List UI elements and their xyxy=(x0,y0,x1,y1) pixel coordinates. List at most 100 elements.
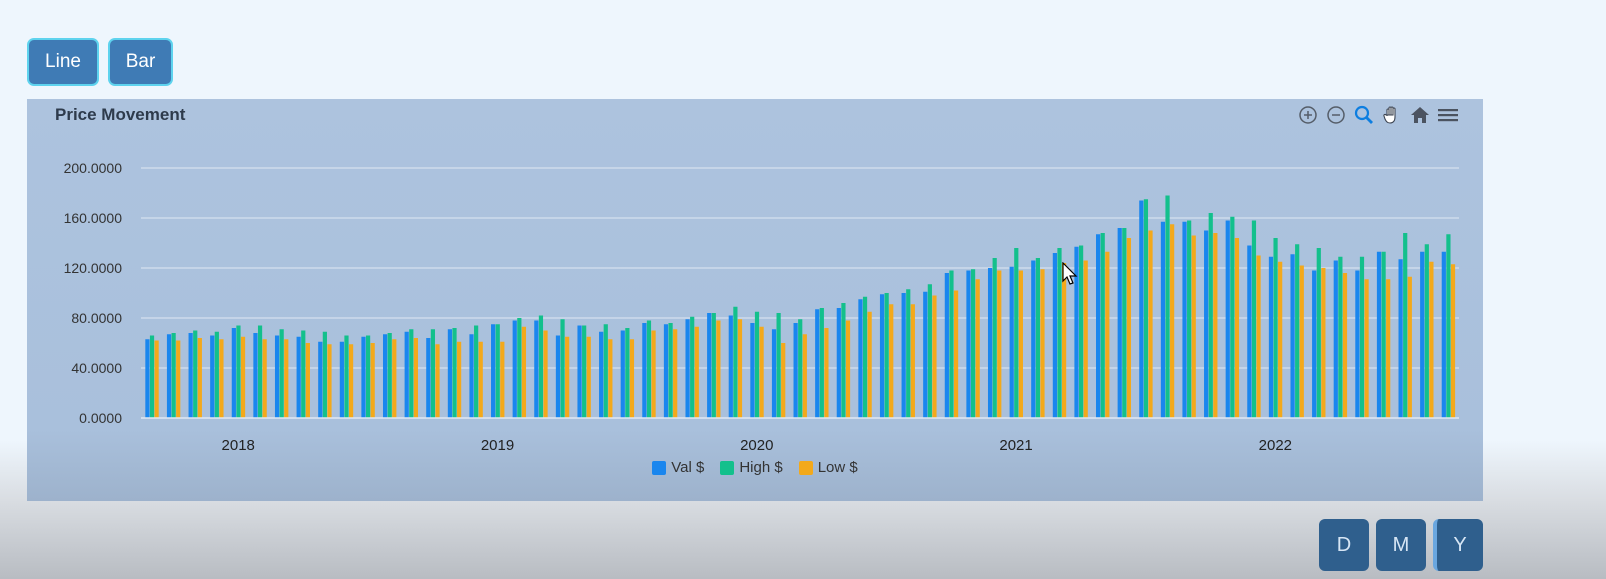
bar-val xyxy=(1333,260,1338,418)
bar-high xyxy=(560,319,565,418)
bar-low xyxy=(1429,261,1434,418)
period-day-button[interactable]: D xyxy=(1319,519,1369,571)
bar-high xyxy=(862,296,868,418)
bar-low xyxy=(1213,233,1218,418)
bar-high xyxy=(1359,256,1365,418)
bar-high xyxy=(257,325,263,418)
bar-val xyxy=(1247,245,1252,418)
bar-high xyxy=(927,284,932,418)
bar-low xyxy=(327,344,332,418)
bar-high xyxy=(1122,228,1127,418)
bar-val xyxy=(404,331,409,418)
bar-low xyxy=(1278,261,1283,418)
bar-val xyxy=(274,335,280,418)
bar-val xyxy=(382,334,388,418)
bar-val xyxy=(858,299,863,418)
pan-hand-icon[interactable] xyxy=(1381,104,1403,126)
zoom-out-icon[interactable] xyxy=(1325,104,1347,126)
bar-high xyxy=(1338,256,1343,418)
bar-high xyxy=(841,303,846,418)
bar-low xyxy=(651,330,656,418)
bar-high xyxy=(171,333,176,418)
bar-high xyxy=(690,316,695,418)
bar-high xyxy=(214,331,219,418)
bar-low xyxy=(1126,238,1132,418)
bar-high xyxy=(1143,199,1149,418)
bar-high xyxy=(1165,195,1170,418)
bar-low xyxy=(284,339,289,418)
y-tick-label: 120.0000 xyxy=(64,260,123,276)
legend-item-low[interactable]: Low $ xyxy=(798,459,858,476)
bar-low xyxy=(500,341,505,418)
bar-low xyxy=(1148,230,1153,418)
period-year-button[interactable]: Y xyxy=(1433,519,1483,571)
bar-high xyxy=(1446,234,1451,418)
bar-low xyxy=(154,340,159,418)
bar-low xyxy=(435,344,440,418)
bar-val xyxy=(901,293,906,418)
chart-panel: Price Movement 0.0000 40.0000 80.0000 120.0… xyxy=(27,99,1483,501)
bar-high xyxy=(603,324,608,418)
bar-high xyxy=(668,323,673,418)
bar-val xyxy=(469,334,474,418)
bar-low xyxy=(586,336,591,418)
bar-val xyxy=(663,324,669,418)
line-view-button[interactable]: Line xyxy=(27,38,99,86)
bar-low xyxy=(262,339,267,418)
bar-val xyxy=(1225,220,1230,418)
bar-low xyxy=(392,339,397,418)
bar-low xyxy=(478,341,483,418)
bar-high xyxy=(474,325,479,418)
period-month-button[interactable]: M xyxy=(1376,519,1426,571)
bar-val xyxy=(1031,260,1036,418)
bar-high xyxy=(819,308,824,418)
y-tick-label: 160.0000 xyxy=(64,210,123,226)
bar-low xyxy=(1450,264,1456,418)
bar-high xyxy=(625,328,630,418)
bar-view-button[interactable]: Bar xyxy=(108,38,173,86)
bar-high xyxy=(409,329,414,418)
bar-low xyxy=(543,330,548,418)
bar-low xyxy=(867,311,872,418)
bar-high xyxy=(1187,220,1192,418)
bar-val xyxy=(339,341,344,418)
bar-high xyxy=(646,320,652,418)
bar-val xyxy=(534,320,539,418)
bar-val xyxy=(987,268,993,418)
bar-high xyxy=(301,330,306,418)
bar-low xyxy=(932,295,937,418)
mouse-cursor-icon xyxy=(1062,262,1078,285)
bar-val xyxy=(620,330,625,418)
bar-high xyxy=(430,329,436,418)
bar-val xyxy=(253,333,258,418)
legend-item-val[interactable]: Val $ xyxy=(652,459,704,476)
bar-high xyxy=(279,329,284,418)
zoom-in-icon[interactable] xyxy=(1297,104,1319,126)
bar-low xyxy=(953,290,959,418)
bar-val xyxy=(166,334,172,418)
bar-high xyxy=(1230,216,1235,418)
bar-val xyxy=(1398,259,1403,418)
bar-high xyxy=(344,335,349,418)
bar-low xyxy=(910,304,915,418)
zoom-select-icon[interactable] xyxy=(1353,104,1375,126)
bar-high xyxy=(884,293,889,418)
bar-val xyxy=(836,308,841,418)
bar-high xyxy=(1100,233,1105,418)
bar-val xyxy=(555,335,561,418)
bar-high xyxy=(387,333,392,418)
menu-icon[interactable] xyxy=(1437,104,1459,126)
bar-val xyxy=(728,315,733,418)
bar-high xyxy=(582,325,587,418)
bar-val xyxy=(1420,251,1425,418)
bar-high xyxy=(949,270,954,418)
reset-home-icon[interactable] xyxy=(1409,104,1431,126)
y-tick-label: 200.0000 xyxy=(64,160,123,176)
bar-val xyxy=(296,336,301,418)
bar-low xyxy=(845,320,851,418)
legend-item-high[interactable]: High $ xyxy=(720,459,783,476)
bar-low xyxy=(240,336,246,418)
bar-low xyxy=(975,279,980,418)
bar-val xyxy=(642,323,647,418)
bar-low xyxy=(521,326,527,418)
